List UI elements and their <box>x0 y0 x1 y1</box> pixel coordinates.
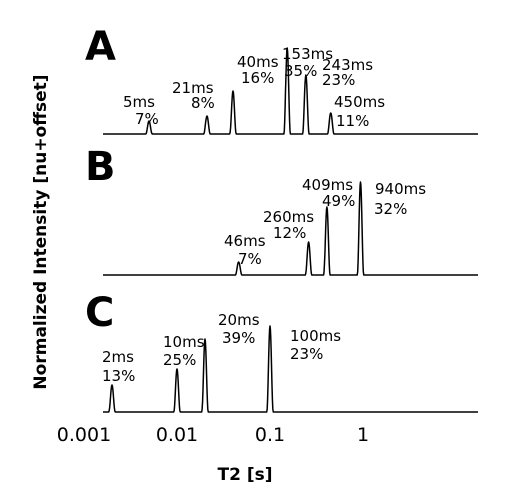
peak-time-label: 409ms <box>302 176 353 194</box>
x-axis-title: T2 [s] <box>217 465 272 485</box>
peak-time-label: 10ms <box>163 333 205 351</box>
x-axis: 0.001 0.01 0.1 1 <box>57 424 369 446</box>
peak-fraction-label: 7% <box>135 110 159 128</box>
panel-letter: A <box>85 24 116 70</box>
x-tick-label: 0.1 <box>255 424 285 446</box>
peak-fraction-label: 49% <box>322 192 355 210</box>
peak-time-label: 46ms <box>224 232 266 250</box>
x-tick-label: 0.01 <box>156 424 198 446</box>
panel-letter: C <box>85 290 114 336</box>
spectrum-trace <box>103 47 478 135</box>
peak-fraction-label: 39% <box>222 329 255 347</box>
peak-time-label: 243ms <box>322 56 373 74</box>
peak-time-label: 20ms <box>218 311 260 329</box>
peak-fraction-label: 13% <box>102 367 135 385</box>
x-tick-label: 0.001 <box>57 424 111 446</box>
peak-fraction-label: 25% <box>163 351 196 369</box>
peak-time-label: 40ms <box>237 53 279 71</box>
peak-fraction-label: 11% <box>336 112 369 130</box>
peak-time-label: 100ms <box>290 327 341 345</box>
panel-letter: B <box>85 144 116 190</box>
peak-time-label: 940ms <box>375 180 426 198</box>
peak-time-label: 2ms <box>102 348 134 366</box>
spectrum-trace <box>103 325 478 413</box>
y-axis-title: Normalized Intensity [nu+offset] <box>31 74 51 389</box>
peak-fraction-label: 12% <box>273 224 306 242</box>
peak-time-label: 5ms <box>123 93 155 111</box>
peak-time-label: 153ms <box>282 45 333 63</box>
peak-fraction-label: 35% <box>284 62 317 80</box>
x-tick-label: 1 <box>357 424 369 446</box>
peak-fraction-label: 8% <box>191 94 215 112</box>
peak-fraction-label: 16% <box>241 69 274 87</box>
peak-fraction-label: 32% <box>374 200 407 218</box>
peak-fraction-label: 7% <box>238 250 262 268</box>
peak-fraction-label: 23% <box>322 71 355 89</box>
spectrum-trace <box>103 181 478 276</box>
peak-time-label: 21ms <box>172 79 214 97</box>
peak-fraction-label: 23% <box>290 345 323 363</box>
peak-time-label: 450ms <box>334 93 385 111</box>
peak-time-label: 260ms <box>263 208 314 226</box>
